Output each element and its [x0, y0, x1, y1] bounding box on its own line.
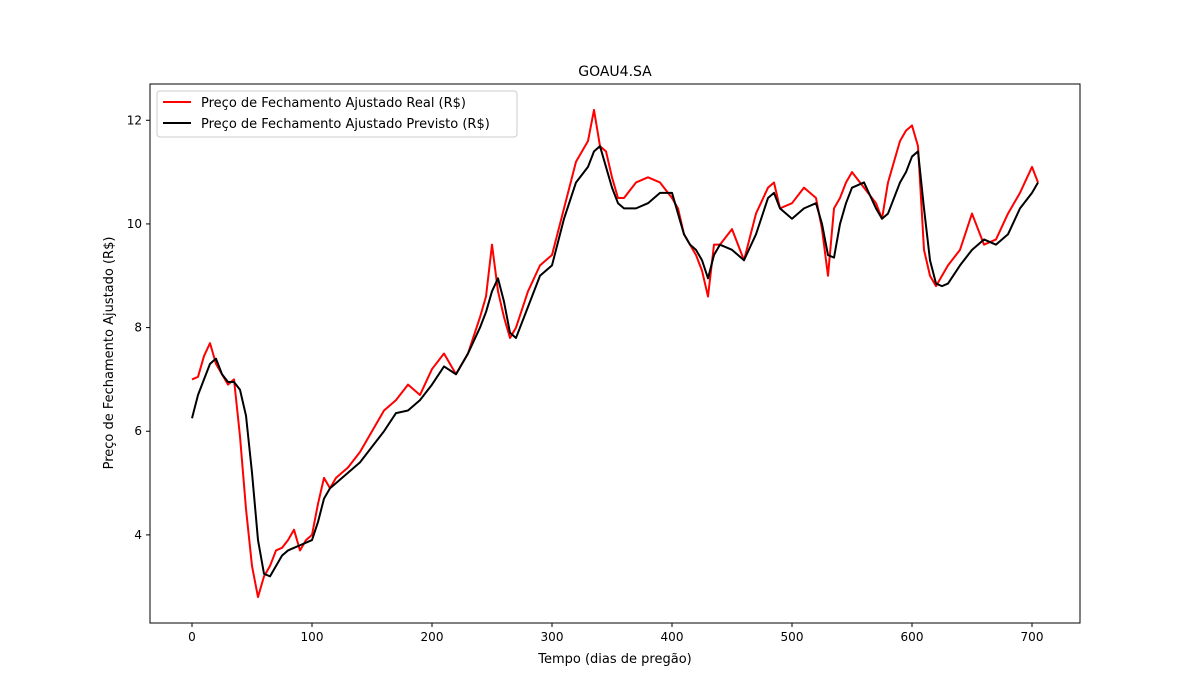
axes-frame — [149, 83, 1081, 624]
y-tick-label: 8 — [134, 321, 142, 335]
series-line-real — [191, 108, 1039, 599]
x-tick-label: 600 — [901, 630, 924, 644]
x-tick-label: 500 — [781, 630, 804, 644]
x-tick-label: 0 — [188, 630, 196, 644]
x-tick-label: 400 — [661, 630, 684, 644]
y-tick-label: 6 — [134, 424, 142, 438]
y-axis: 4 6 8 10 12 — [127, 113, 150, 542]
legend-label-predicted: Preço de Fechamento Ajustado Previsto (R… — [201, 117, 490, 132]
x-tick-label: 300 — [541, 630, 564, 644]
legend: Preço de Fechamento Ajustado Real (R$) P… — [156, 90, 518, 138]
x-tick-label: 200 — [421, 630, 444, 644]
x-tick-label: 700 — [1021, 630, 1044, 644]
x-axis-label: Tempo (dias de pregão) — [537, 652, 691, 667]
series-line-predicted — [191, 145, 1039, 578]
y-tick-label: 4 — [134, 528, 142, 542]
legend-box — [156, 90, 518, 138]
y-tick-label: 12 — [127, 113, 142, 127]
x-tick-label: 100 — [301, 630, 324, 644]
series-layer — [191, 108, 1039, 599]
chart-title: GOAU4.SA — [578, 64, 652, 80]
y-tick-label: 10 — [127, 217, 142, 231]
plot-area — [149, 83, 1081, 624]
x-axis: 0 100 200 300 400 500 600 700 — [188, 623, 1043, 644]
y-axis-label: Preço de Fechamento Ajustado (R$) — [102, 237, 117, 470]
legend-label-real: Preço de Fechamento Ajustado Real (R$) — [201, 96, 466, 111]
